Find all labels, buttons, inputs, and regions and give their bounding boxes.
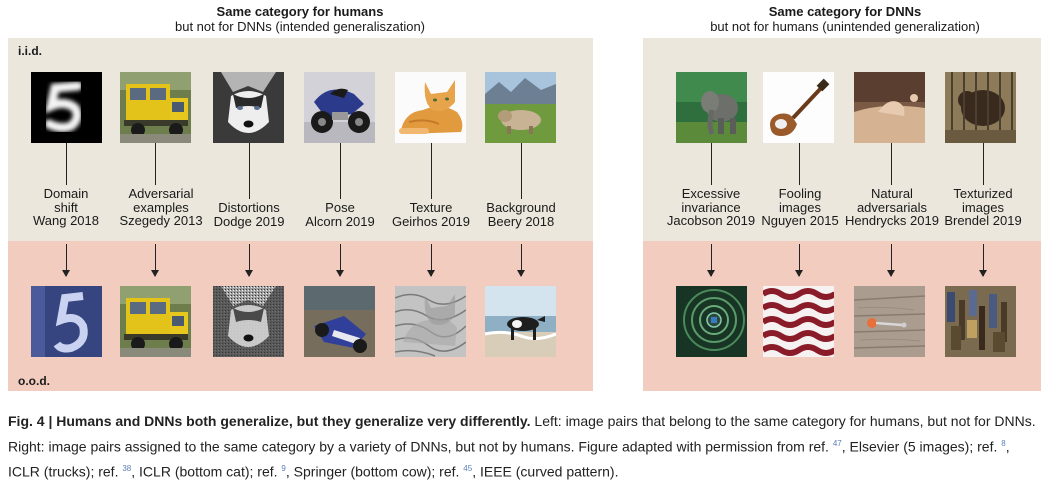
label-line: invariance [681,199,741,215]
label-citation: Wang 2018 [32,213,99,228]
right-heading: Same category for DNNs but not for human… [690,4,1000,34]
tunnel-image [676,286,747,357]
label-line: shift [54,199,78,215]
connector [711,143,712,185]
right-heading-subtitle: but not for humans (unintended generaliz… [710,19,980,34]
label-distortions: Distortions Dodge 2019 [194,201,304,228]
label-line: Texture [409,200,453,215]
label-excessive-invariance: Excessive invariance Jacobson 2019 [656,187,766,228]
house-number-image [31,286,102,357]
caption-ref[interactable]: 8 [1001,438,1006,448]
arrow-down [151,244,159,277]
label-line: Texturized [953,186,1013,201]
label-line: Adversarial [128,186,194,201]
truck-adversarial-image [120,286,191,357]
figure-caption: Fig. 4 | Humans and DNNs both generalize… [8,411,1043,483]
arrow-down [979,244,987,277]
motorcycle-image [304,72,375,143]
arrow-down [517,244,525,277]
label-natural-adversarials: Natural adversarials Hendrycks 2019 [837,187,947,228]
label-background: Background Beery 2018 [466,201,576,228]
connector [799,143,800,185]
connector [431,143,432,199]
arrow-down [62,244,70,277]
caption-text: , ICLR (trucks); ref. [8,438,1010,480]
husky-noisy-image [213,286,284,357]
label-texturized-images: Texturized images Brendel 2019 [928,187,1038,228]
label-pose: Pose Alcorn 2019 [285,201,395,228]
label-citation: Jacobson 2019 [666,213,756,228]
label-line: Background [486,200,556,215]
caption-text: Left: image pairs that belong to the sam… [8,413,1036,455]
caption-title: Fig. 4 | Humans and DNNs both generalize… [8,413,531,429]
caption-ref[interactable]: 47 [832,438,842,448]
connector [521,143,522,199]
arrow-down [707,244,715,277]
arrow-down [887,244,895,277]
label-line: Distortions [218,200,280,215]
arrow-down [336,244,344,277]
caption-ref[interactable]: 45 [463,463,473,473]
connector [155,143,156,185]
connector [66,143,67,185]
label-citation: Szegedy 2013 [119,213,203,228]
connector [340,143,341,199]
left-heading-subtitle: but not for DNNs (intended generaliszati… [174,19,426,34]
label-texture: Texture Geirhos 2019 [376,201,486,228]
label-citation: Geirhos 2019 [391,213,471,229]
elephant-image [676,72,747,143]
connector [249,143,250,199]
iid-tag: i.i.d. [18,44,42,58]
husky-image [213,72,284,143]
bear-cage-image [945,72,1016,143]
right-heading-title: Same category for DNNs [768,4,922,19]
cow-beach-image [485,286,556,357]
connector [983,143,984,185]
guitar-image [763,72,834,143]
label-domain-shift: Domain shift Wang 2018 [11,187,121,228]
caption-text: , Elsevier (5 images); ref. [841,438,1002,455]
label-line: images [779,199,821,215]
label-line: Pose [325,200,355,215]
label-citation: Alcorn 2019 [305,213,375,229]
motorcycle-pose-image [304,286,375,357]
left-heading: Same category for humans but not for DNN… [150,4,450,34]
mnist-digit-image [31,72,102,143]
caption-text: , Springer (bottom cow); ref. [285,463,464,480]
label-line: Natural [871,186,913,201]
label-citation: Dodge 2019 [213,213,285,229]
label-line: images [962,199,1004,215]
label-line: Domain [43,186,89,201]
ood-tag: o.o.d. [18,374,50,388]
label-citation: Hendrycks 2019 [845,213,939,228]
label-citation: Nguyen 2015 [761,213,839,228]
label-line: adversarials [856,199,928,215]
arrow-down [245,244,253,277]
label-adversarial: Adversarial examples Szegedy 2013 [106,187,216,228]
curved-pattern-image [763,286,834,357]
arrow-down [795,244,803,277]
left-heading-title: Same category for humans [216,4,384,19]
connector [891,143,892,185]
label-citation: Brendel 2019 [944,213,1022,228]
caption-ref[interactable]: 9 [281,463,286,473]
label-line: examples [133,199,189,215]
label-line: Fooling [778,186,822,201]
cow-grass-image [485,72,556,143]
wood-plank-image [854,286,925,357]
texturized-bear-image [945,286,1016,357]
caption-text: , IEEE (curved pattern). [472,463,619,480]
label-citation: Beery 2018 [487,213,555,229]
sand-animal-image [854,72,925,143]
texture-cat-image [395,286,466,357]
arrow-down [427,244,435,277]
caption-ref[interactable]: 38 [122,463,132,473]
label-fooling-images: Fooling images Nguyen 2015 [745,187,855,228]
caption-text: , ICLR (bottom cat); ref. [131,463,282,480]
label-line: Excessive [681,186,741,201]
truck-image [120,72,191,143]
cat-image [395,72,466,143]
